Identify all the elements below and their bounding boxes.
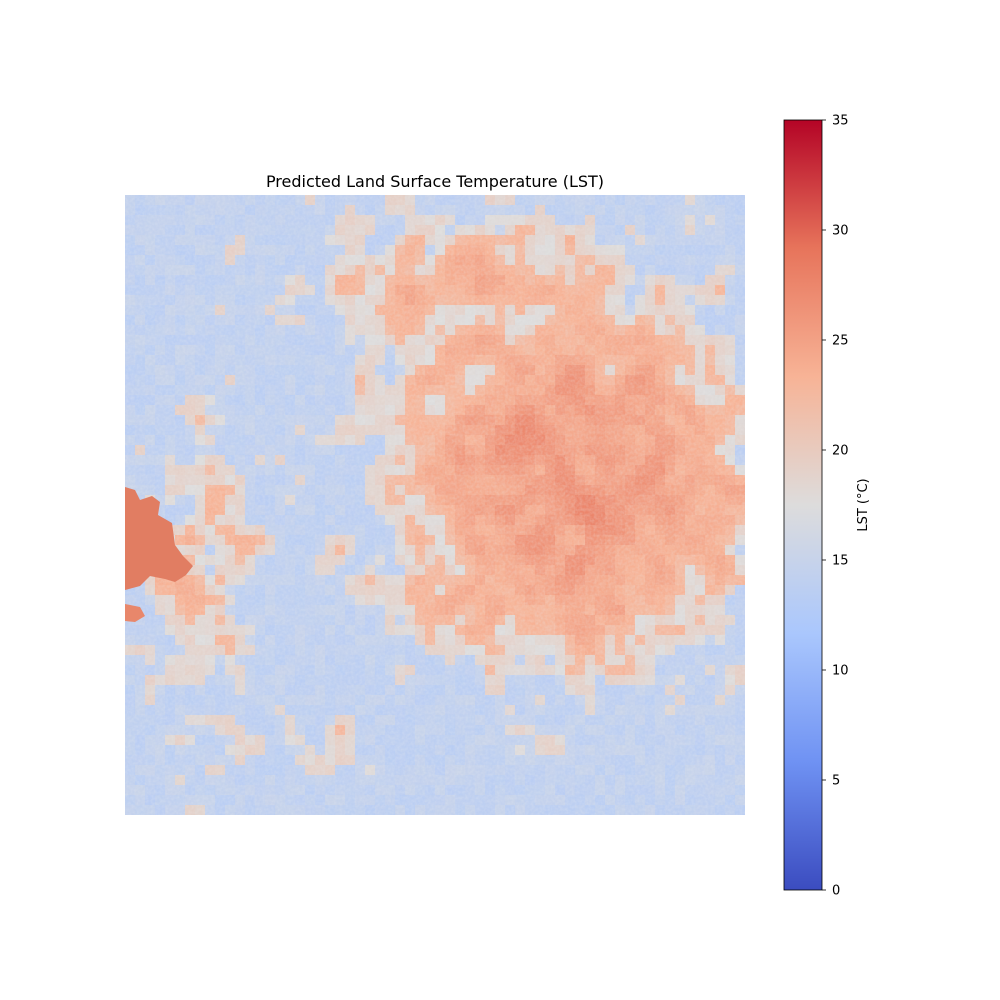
colorbar-tick-label: 30 [832, 224, 849, 239]
colorbar-gradient [783, 119, 823, 891]
colorbar-tick-label: 5 [832, 774, 840, 789]
colorbar-tick-label: 0 [832, 884, 840, 899]
colorbar-tick-label: 35 [832, 114, 849, 129]
water-body-south [125, 604, 145, 622]
water-body [125, 487, 193, 590]
colorbar-tick-label: 15 [832, 554, 849, 569]
colorbar-label: LST (°C) [856, 478, 871, 531]
colorbar-tick-label: 20 [832, 444, 849, 459]
colorbar-tick-label: 10 [832, 664, 849, 679]
heatmap-texture [125, 195, 745, 815]
heatmap-image [125, 195, 745, 815]
colorbar-ticks: 0 5 10 15 20 25 30 35 [822, 114, 849, 899]
colorbar: 0 5 10 15 20 25 30 35 LST (°C) [783, 114, 871, 899]
chart-title: Predicted Land Surface Temperature (LST) [266, 172, 604, 191]
colorbar-tick-label: 25 [832, 334, 849, 349]
